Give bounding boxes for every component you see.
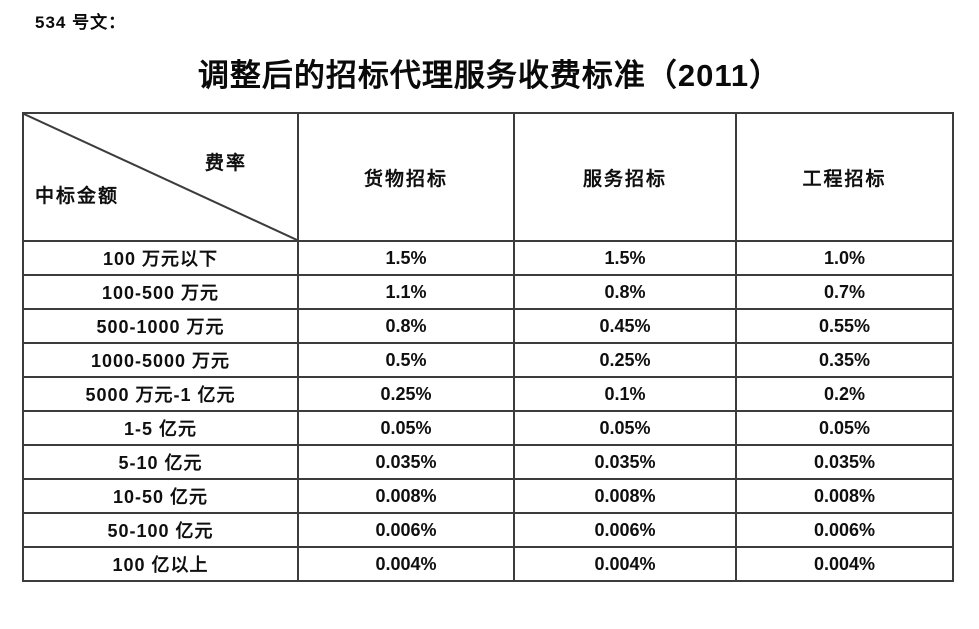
- fee-rate-table: 费率 中标金额 货物招标 服务招标 工程招标 100 万元以下 1.5% 1.5…: [22, 112, 954, 582]
- row-label-bid-amount: 500-1000 万元: [22, 308, 299, 344]
- cell-engineering-rate: 0.008%: [735, 478, 954, 514]
- cell-goods-rate: 1.1%: [297, 274, 515, 310]
- cell-goods-rate: 0.25%: [297, 376, 515, 412]
- cell-service-rate: 1.5%: [513, 240, 737, 276]
- table-row: 1-5 亿元 0.05% 0.05% 0.05%: [22, 410, 954, 446]
- cell-goods-rate: 0.006%: [297, 512, 515, 548]
- cell-engineering-rate: 0.035%: [735, 444, 954, 480]
- cell-engineering-rate: 0.7%: [735, 274, 954, 310]
- cell-goods-rate: 0.035%: [297, 444, 515, 480]
- page-title: 调整后的招标代理服务收费标准（2011）: [197, 58, 782, 93]
- cell-goods-rate: 0.004%: [297, 546, 515, 582]
- table-row: 5-10 亿元 0.035% 0.035% 0.035%: [22, 444, 954, 480]
- header-row: 费率 中标金额 货物招标 服务招标 工程招标: [22, 112, 954, 242]
- cell-goods-rate: 0.8%: [297, 308, 515, 344]
- row-label-bid-amount: 10-50 亿元: [22, 478, 299, 514]
- cell-service-rate: 0.004%: [513, 546, 737, 582]
- corner-label-fee-rate: 费率: [204, 153, 247, 174]
- cell-engineering-rate: 0.2%: [735, 376, 954, 412]
- table-row: 100 亿以上 0.004% 0.004% 0.004%: [22, 546, 954, 582]
- table-row: 50-100 亿元 0.006% 0.006% 0.006%: [22, 512, 954, 548]
- cell-service-rate: 0.05%: [513, 410, 737, 446]
- document-reference: 534 号文：: [35, 13, 127, 32]
- row-label-bid-amount: 1-5 亿元: [22, 410, 299, 446]
- row-label-bid-amount: 5-10 亿元: [22, 444, 299, 480]
- cell-goods-rate: 0.05%: [297, 410, 515, 446]
- table-header: 费率 中标金额 货物招标 服务招标 工程招标: [22, 112, 954, 242]
- cell-engineering-rate: 0.006%: [735, 512, 954, 548]
- row-label-bid-amount: 100-500 万元: [22, 274, 299, 310]
- row-label-bid-amount: 5000 万元-1 亿元: [22, 376, 299, 412]
- cell-service-rate: 0.006%: [513, 512, 737, 548]
- cell-goods-rate: 0.008%: [297, 478, 515, 514]
- diagonal-divider-line: [24, 114, 297, 240]
- cell-service-rate: 0.008%: [513, 478, 737, 514]
- cell-goods-rate: 0.5%: [297, 342, 515, 378]
- cell-engineering-rate: 0.35%: [735, 342, 954, 378]
- row-label-bid-amount: 50-100 亿元: [22, 512, 299, 548]
- table-row: 100-500 万元 1.1% 0.8% 0.7%: [22, 274, 954, 310]
- cell-engineering-rate: 0.05%: [735, 410, 954, 446]
- row-label-bid-amount: 100 亿以上: [22, 546, 299, 582]
- cell-engineering-rate: 0.55%: [735, 308, 954, 344]
- corner-header-cell: 费率 中标金额: [22, 112, 299, 242]
- row-label-bid-amount: 100 万元以下: [22, 240, 299, 276]
- table-row: 5000 万元-1 亿元 0.25% 0.1% 0.2%: [22, 376, 954, 412]
- row-label-bid-amount: 1000-5000 万元: [22, 342, 299, 378]
- table-row: 500-1000 万元 0.8% 0.45% 0.55%: [22, 308, 954, 344]
- cell-engineering-rate: 1.0%: [735, 240, 954, 276]
- corner-label-bid-amount: 中标金额: [35, 186, 120, 207]
- table-row: 1000-5000 万元 0.5% 0.25% 0.35%: [22, 342, 954, 378]
- table-row: 10-50 亿元 0.008% 0.008% 0.008%: [22, 478, 954, 514]
- table-row: 100 万元以下 1.5% 1.5% 1.0%: [22, 240, 954, 276]
- table-body: 100 万元以下 1.5% 1.5% 1.0% 100-500 万元 1.1% …: [22, 240, 954, 582]
- column-header-engineering-bidding: 工程招标: [735, 112, 954, 242]
- cell-service-rate: 0.45%: [513, 308, 737, 344]
- cell-service-rate: 0.035%: [513, 444, 737, 480]
- column-header-service-bidding: 服务招标: [513, 112, 737, 242]
- cell-service-rate: 0.25%: [513, 342, 737, 378]
- cell-goods-rate: 1.5%: [297, 240, 515, 276]
- column-header-goods-bidding: 货物招标: [297, 112, 515, 242]
- cell-service-rate: 0.8%: [513, 274, 737, 310]
- cell-engineering-rate: 0.004%: [735, 546, 954, 582]
- cell-service-rate: 0.1%: [513, 376, 737, 412]
